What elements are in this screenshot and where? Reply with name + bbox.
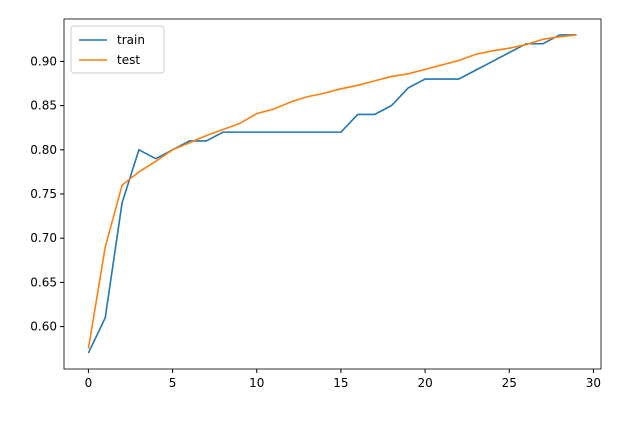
x-tick-label: 5 — [169, 376, 177, 390]
y-tick-label: 0.85 — [30, 99, 57, 113]
plot-frame — [63, 18, 602, 370]
y-tick-label: 0.65 — [30, 275, 57, 289]
y-tick-label: 0.60 — [30, 320, 57, 334]
legend-box — [70, 25, 165, 74]
legend-label: test — [117, 53, 140, 67]
y-tick-label: 0.90 — [30, 54, 57, 68]
x-tick-label: 25 — [502, 376, 517, 390]
series-line — [87, 34, 577, 354]
x-tick-label: 30 — [586, 376, 601, 390]
x-tick-label: 20 — [417, 376, 432, 390]
y-tick-label: 0.80 — [30, 143, 57, 157]
series-line — [87, 34, 577, 349]
x-tick-label: 0 — [85, 376, 93, 390]
legend-label: train — [117, 33, 145, 47]
x-tick-label: 10 — [249, 376, 264, 390]
y-tick-label: 0.75 — [30, 187, 57, 201]
y-tick-label: 0.70 — [30, 231, 57, 245]
x-tick-label: 15 — [333, 376, 348, 390]
